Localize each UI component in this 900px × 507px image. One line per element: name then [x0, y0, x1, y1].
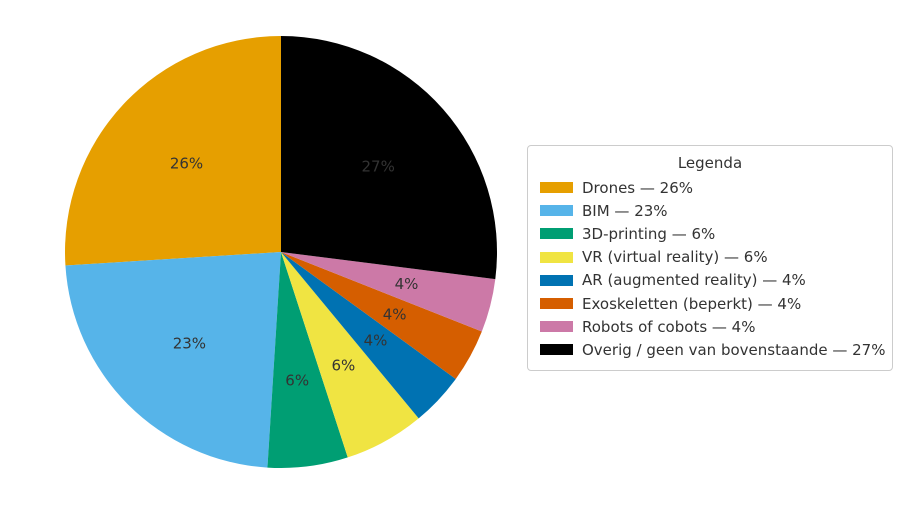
legend-swatch-exoskeletten-beperkt — [540, 298, 573, 310]
legend-item-label: Overig / geen van bovenstaande — 27% — [582, 340, 886, 359]
legend-swatch-robots-of-cobots — [540, 321, 573, 333]
legend-item-label: Drones — 26% — [582, 178, 693, 197]
legend-item-label: BIM — 23% — [582, 201, 668, 220]
legend-items: Drones — 26% BIM — 23% 3D-printing — 6% VR … — [538, 176, 886, 362]
pie-slice-label-overig-geen-van-bovenstaande: 27% — [362, 157, 395, 175]
legend-title: Legenda — [677, 154, 743, 172]
legend-item-drones: Drones — 26% — [538, 176, 882, 199]
legend-swatch-ar-augmented-reality — [540, 274, 573, 286]
legend-swatch-vr-virtual-reality — [540, 251, 573, 263]
legend-item-label: Exoskeletten (beperkt) — 4% — [582, 294, 802, 313]
legend-item-vr-virtual-reality: VR (virtual reality) — 6% — [538, 246, 882, 269]
pie-slice-drones — [65, 36, 281, 266]
legend-box: Legenda Drones — 26% BIM — 23% 3D-printing… — [527, 145, 893, 371]
legend-item-label: 3D-printing — 6% — [582, 224, 716, 243]
pie-slice-label-ar-augmented-reality: 4% — [364, 332, 388, 350]
legend-item-exoskeletten-beperkt: Exoskeletten (beperkt) — 4% — [538, 292, 882, 315]
pie-slice-3d-printing — [267, 252, 348, 468]
legend-item-robots-of-cobots: Robots of cobots — 4% — [538, 315, 882, 338]
legend-item-ar-augmented-reality: AR (augmented reality) — 4% — [538, 269, 882, 292]
legend-item-3d-printing: 3D-printing — 6% — [538, 222, 882, 245]
pie-slice-label-exoskeletten-beperkt: 4% — [383, 305, 407, 323]
pie-slice-ar-augmented-reality — [281, 252, 456, 419]
pie-slice-overig-geen-van-bovenstaande — [281, 36, 498, 280]
pie-slice-label-drones: 26% — [170, 154, 203, 172]
legend-swatch-bim — [540, 205, 573, 217]
legend-swatch-3d-printing — [540, 228, 573, 240]
legend-item-bim: BIM — 23% — [538, 199, 882, 222]
legend-item-label: Robots of cobots — 4% — [582, 317, 756, 336]
pie-slice-robots-of-cobots — [281, 252, 496, 332]
legend-item-overig-geen-van-bovenstaande: Overig / geen van bovenstaande — 27% — [538, 338, 886, 361]
legend-item-label: VR (virtual reality) — 6% — [582, 248, 768, 267]
pie-slice-label-vr-virtual-reality: 6% — [332, 357, 356, 375]
pie-slice-label-3d-printing: 6% — [285, 372, 309, 390]
legend-swatch-overig-geen-van-bovenstaande — [540, 344, 573, 356]
pie-slice-vr-virtual-reality — [281, 252, 419, 458]
pie-slice-bim — [65, 252, 282, 468]
pie-slice-label-robots-of-cobots: 4% — [395, 275, 419, 293]
legend-swatch-drones — [540, 182, 573, 194]
pie-slice-exoskeletten-beperkt — [281, 252, 482, 379]
legend-item-label: AR (augmented reality) — 4% — [582, 271, 806, 290]
pie-slice-label-bim: 23% — [173, 335, 206, 353]
